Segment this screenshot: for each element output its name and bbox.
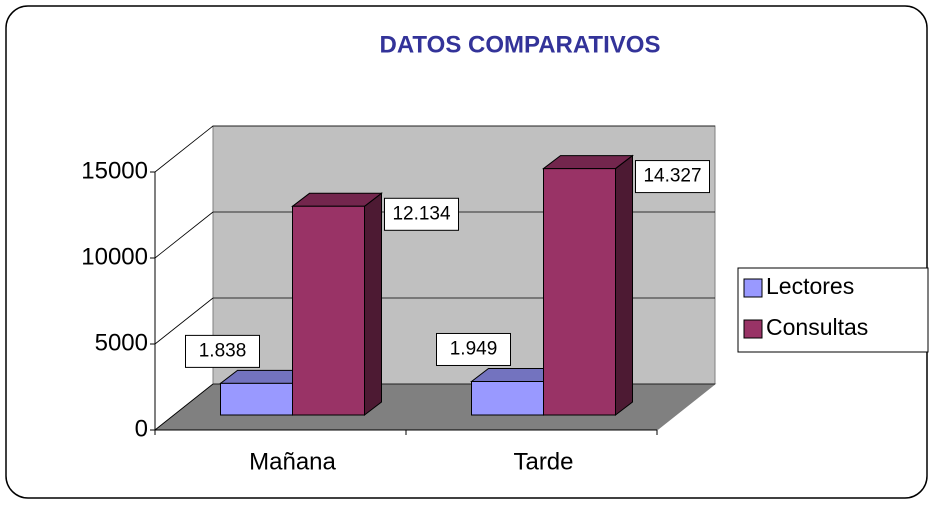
data-label: 1.949: [450, 338, 498, 359]
legend-label: Lectores: [766, 273, 854, 299]
bar-face: [292, 205, 365, 416]
bar: [542, 154, 634, 417]
grid-line: [154, 383, 214, 431]
data-label: 12.134: [392, 203, 451, 224]
grid-line: [154, 125, 214, 173]
bar-face: [471, 380, 544, 416]
data-label: 14.327: [643, 166, 701, 187]
y-tick-label: 10000: [81, 243, 148, 270]
x-tick-label: Tarde: [513, 448, 573, 475]
bar: [291, 192, 383, 417]
bar-face: [220, 382, 293, 416]
y-tick-label: 15000: [81, 157, 148, 184]
bar-face: [543, 168, 616, 416]
y-tick-label: 0: [135, 415, 148, 442]
grid-line: [154, 211, 214, 259]
legend-swatch: [743, 278, 763, 298]
legend: [737, 267, 929, 353]
data-label-box: [635, 160, 710, 194]
bar-face: [615, 154, 633, 417]
data-label-box: [185, 334, 260, 368]
data-label-box: [436, 332, 511, 366]
bar-face: [364, 192, 382, 417]
grid-line: [154, 297, 214, 345]
y-tick-label: 5000: [95, 329, 148, 356]
chart-title: DATOS COMPARATIVOS: [380, 31, 661, 58]
data-label-box: [384, 197, 459, 231]
x-tick-label: Mañana: [249, 448, 336, 475]
legend-swatch: [743, 319, 763, 339]
legend-label: Consultas: [766, 314, 868, 340]
data-label: 1.838: [199, 340, 247, 361]
